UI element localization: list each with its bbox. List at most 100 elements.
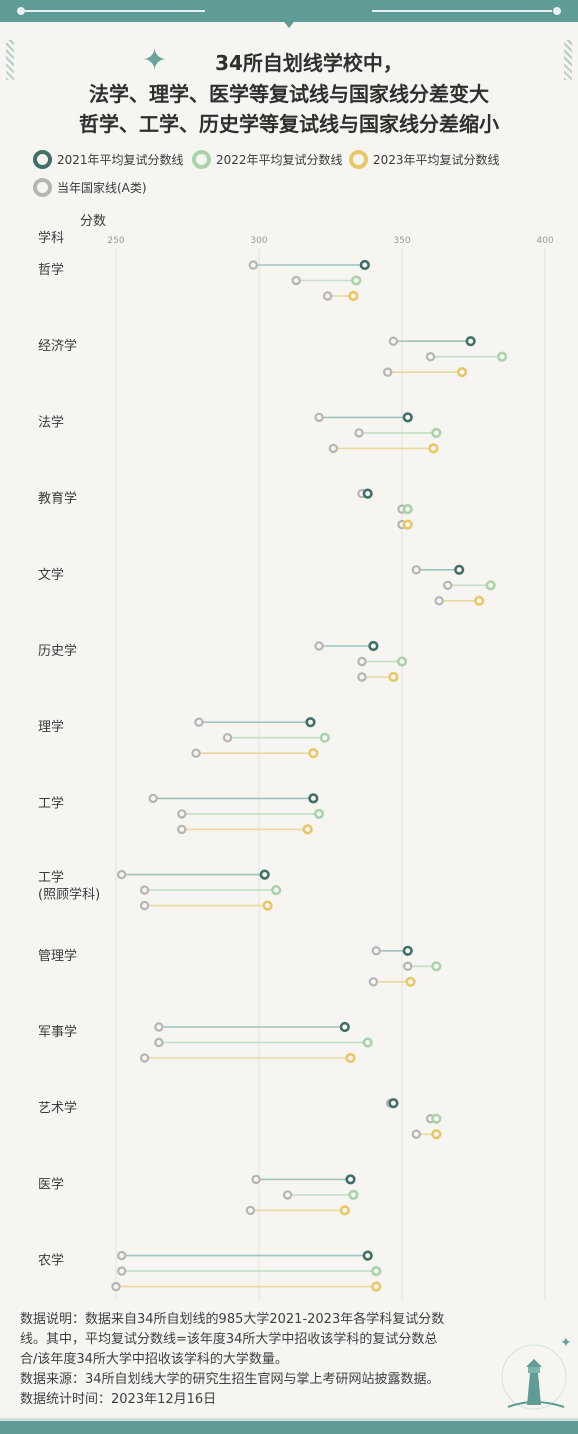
- average-point-1-2021: [465, 336, 476, 347]
- top-dot-right: [553, 7, 561, 15]
- average-point-9-2021: [402, 945, 413, 956]
- national-point-4-2021: [411, 565, 421, 575]
- national-point-10-2021: [154, 1022, 164, 1032]
- hatch-left: [6, 40, 14, 80]
- average-point-2-2022: [431, 427, 442, 439]
- average-point-1-2023: [456, 367, 468, 378]
- top-rule-right: [372, 10, 552, 12]
- national-point-12-2023: [245, 1205, 256, 1216]
- legend-2023-label: 2023年平均复试分数线: [373, 153, 500, 167]
- legend-national: 当年国家线(A类): [33, 178, 147, 197]
- national-point-8-2023: [139, 900, 150, 911]
- average-point-3-2021: [362, 488, 373, 499]
- national-point-9-2023: [368, 977, 379, 987]
- average-point-4-2023: [474, 595, 485, 606]
- average-point-8-2022: [271, 884, 282, 896]
- legend-national-swatch: [33, 178, 52, 197]
- average-point-12-2021: [345, 1174, 356, 1185]
- national-point-4-2023: [434, 596, 444, 606]
- national-point-8-2021: [117, 869, 127, 880]
- bottom-banner: [0, 1418, 578, 1434]
- average-point-5-2021: [368, 640, 379, 652]
- hatch-right: [564, 40, 572, 80]
- y-axis-label: 学科: [38, 230, 64, 246]
- category-label-12: 医学: [38, 1176, 64, 1192]
- x-tick-label-400: 400: [536, 236, 553, 246]
- national-point-2-2023: [328, 443, 339, 454]
- top-rule-left: [25, 10, 205, 12]
- average-point-5-2023: [388, 671, 399, 683]
- studio-logo: ✦: [501, 1335, 572, 1410]
- average-point-11-2023: [431, 1129, 442, 1140]
- national-point-10-2022: [154, 1037, 164, 1048]
- national-point-6-2021: [194, 717, 204, 727]
- legend-2023: 2023年平均复试分数线: [349, 150, 500, 169]
- x-tick-label-250: 250: [107, 236, 124, 246]
- top-notch: [281, 18, 297, 28]
- average-point-10-2023: [345, 1052, 356, 1064]
- legend-2021-swatch: [33, 150, 52, 169]
- x-tick-label-350: 350: [393, 236, 410, 246]
- average-point-13-2022: [371, 1265, 382, 1277]
- logo-wave-icon: [507, 1401, 565, 1408]
- national-point-9-2021: [371, 946, 381, 956]
- average-point-3-2022: [402, 504, 413, 515]
- national-point-13-2022: [117, 1266, 127, 1276]
- chart-title-line-1: 34所自划线学校中，: [215, 51, 403, 75]
- average-point-4-2022: [485, 580, 496, 591]
- national-point-13-2023: [111, 1281, 121, 1292]
- national-point-5-2021: [314, 641, 324, 651]
- lighthouse-lamp-icon: [528, 1367, 540, 1373]
- chart-title-line-3: 哲学、工学、历史学等复试线与国家线分差缩小: [79, 112, 499, 136]
- average-point-0-2022: [351, 275, 362, 286]
- category-label-10: 军事学: [38, 1024, 77, 1040]
- national-point-6-2023: [191, 748, 201, 758]
- average-point-11-2021: [388, 1098, 399, 1109]
- average-point-13-2023: [371, 1281, 382, 1292]
- national-point-12-2022: [282, 1190, 293, 1200]
- footer-notes: 数据说明：数据来自34所自划线的985大学2021-2023年各学科复试分数 线…: [20, 1310, 470, 1410]
- legend-2022-label: 2022年平均复试分数线: [216, 153, 343, 167]
- national-point-5-2022: [357, 656, 367, 667]
- average-point-7-2023: [302, 824, 313, 835]
- national-point-1-2022: [425, 352, 436, 362]
- national-point-1-2021: [388, 336, 399, 346]
- category-label-1: 经济学: [38, 338, 77, 354]
- footer-line-5: 数据统计时间：2023年12月16日: [20, 1392, 217, 1407]
- national-point-0-2021: [248, 260, 258, 270]
- average-point-2-2021: [402, 412, 413, 423]
- footer-line-4: 数据来源：34所自划线大学的研究生招生官网与掌上考研网站披露数据。: [20, 1372, 440, 1387]
- national-point-2-2022: [354, 428, 364, 438]
- logo-ring: [501, 1344, 567, 1410]
- average-point-5-2022: [396, 656, 408, 667]
- national-point-11-2023: [411, 1129, 421, 1139]
- x-tick-label-300: 300: [250, 236, 267, 246]
- average-point-6-2022: [319, 732, 330, 743]
- footer-line-3: 合/该年度34所大学中招收该学科的大学数量。: [20, 1352, 288, 1367]
- national-point-4-2022: [443, 580, 453, 591]
- category-label-3: 教育学: [38, 491, 77, 507]
- chart-title-line-2: 法学、理学、医学等复试线与国家线分差变大: [89, 82, 489, 106]
- average-point-13-2021: [362, 1250, 373, 1261]
- top-banner: [0, 0, 578, 28]
- national-point-7-2021: [148, 793, 158, 804]
- national-point-8-2022: [139, 885, 150, 895]
- sparkle-icon: ✦: [142, 43, 168, 78]
- average-point-2-2023: [428, 443, 439, 454]
- national-point-7-2022: [177, 809, 187, 819]
- national-point-12-2021: [251, 1174, 261, 1185]
- bottom-rule: [0, 1418, 578, 1421]
- lighthouse-icon: [527, 1373, 541, 1405]
- average-point-0-2023: [348, 290, 359, 302]
- category-label-8: 工学: [38, 870, 64, 886]
- average-point-11-2022: [431, 1113, 442, 1124]
- average-point-6-2021: [305, 717, 316, 728]
- category-label-11: 艺术学: [38, 1100, 77, 1116]
- average-point-10-2022: [362, 1037, 373, 1048]
- footer-line-1: 数据说明：数据来自34所自划线的985大学2021-2023年各学科复试分数: [20, 1312, 445, 1327]
- average-point-9-2023: [405, 976, 416, 987]
- legend-2021-label: 2021年平均复试分数线: [57, 153, 184, 167]
- legend-2021: 2021年平均复试分数线: [33, 150, 184, 169]
- category-label-13: 农学: [38, 1253, 64, 1269]
- category-label-9: 管理学: [38, 948, 77, 964]
